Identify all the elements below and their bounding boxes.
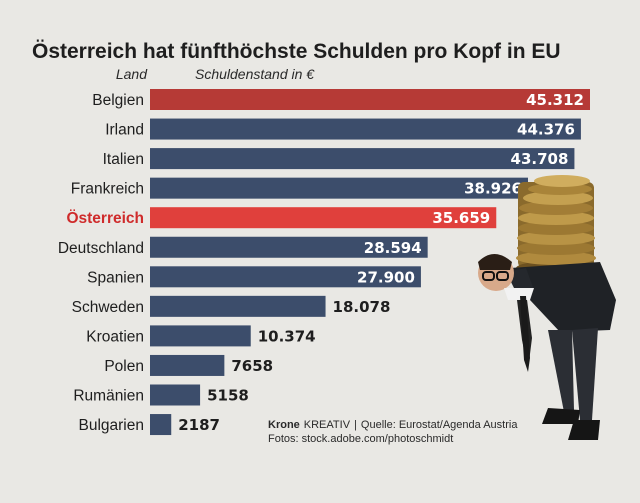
value-header: Schuldenstand in € xyxy=(195,66,315,82)
category-labels-layer: Belgien Irland Italien Frankreich Österreich… xyxy=(58,92,144,434)
category-label-polen: Polen xyxy=(104,358,144,375)
bar-deutschland xyxy=(150,236,428,258)
bar-irland xyxy=(150,118,581,140)
credit-line: Krone KREATIV | Quelle: Eurostat/Agenda Aus… xyxy=(268,419,518,431)
category-label-kroatien: Kroatien xyxy=(86,328,144,345)
value-label-irland: 44.376 xyxy=(517,121,575,139)
chart-title: Österreich hat fünfthöchste Schulden pro… xyxy=(32,40,561,63)
value-label-deutschland: 28.594 xyxy=(364,239,422,257)
credit-source: Quelle: Eurostat/Agenda Austria xyxy=(361,419,518,431)
bar-frankreich xyxy=(150,177,528,199)
coin-stack xyxy=(516,175,596,275)
value-label-schweden: 18.078 xyxy=(333,298,391,316)
category-label-rumaenien: Rumänien xyxy=(73,388,144,405)
bar-belgien xyxy=(150,89,590,110)
bar-schweden xyxy=(150,295,326,317)
category-label-belgien: Belgien xyxy=(92,92,144,109)
category-label-frankreich: Frankreich xyxy=(71,181,144,198)
category-header: Land xyxy=(116,66,148,82)
category-label-bulgarien: Bulgarien xyxy=(79,417,145,434)
value-label-spanien: 27.900 xyxy=(357,268,415,286)
bar-spanien xyxy=(150,266,421,288)
credit-photo: Fotos: stock.adobe.com/photoschmidt xyxy=(268,433,453,445)
category-label-schweden: Schweden xyxy=(72,299,144,316)
value-label-bulgarien: 2187 xyxy=(178,416,220,434)
value-label-frankreich: 38.926 xyxy=(464,180,522,198)
category-label-italien: Italien xyxy=(103,151,144,168)
businessman xyxy=(478,254,616,440)
value-label-italien: 43.708 xyxy=(511,150,569,168)
value-labels-layer: 45.312 44.376 43.708 38.926 35.659 28.594 27.9… xyxy=(178,91,584,434)
bar-polen xyxy=(150,354,225,376)
businessman-carrying-coin-stack-icon xyxy=(478,175,616,440)
category-label-oesterreich: Österreich xyxy=(66,210,144,227)
bar-bulgarien xyxy=(150,414,172,436)
value-label-kroatien: 10.374 xyxy=(258,327,316,345)
bar-kroatien xyxy=(150,325,251,347)
value-label-belgien: 45.312 xyxy=(526,91,584,109)
category-label-spanien: Spanien xyxy=(87,269,144,286)
value-label-oesterreich: 35.659 xyxy=(432,209,490,227)
credit-separator: | xyxy=(354,419,357,431)
category-label-deutschland: Deutschland xyxy=(58,240,144,257)
credit-brand-rest: KREATIV xyxy=(304,419,351,431)
value-label-rumaenien: 5158 xyxy=(207,387,249,405)
bar-italien xyxy=(150,148,575,170)
credit-brand-bold: Krone xyxy=(268,419,300,431)
bars-layer xyxy=(150,89,590,436)
value-label-polen: 7658 xyxy=(231,357,273,375)
bar-rumaenien xyxy=(150,384,201,406)
bar-oesterreich xyxy=(150,207,497,229)
category-label-irland: Irland xyxy=(105,122,144,139)
